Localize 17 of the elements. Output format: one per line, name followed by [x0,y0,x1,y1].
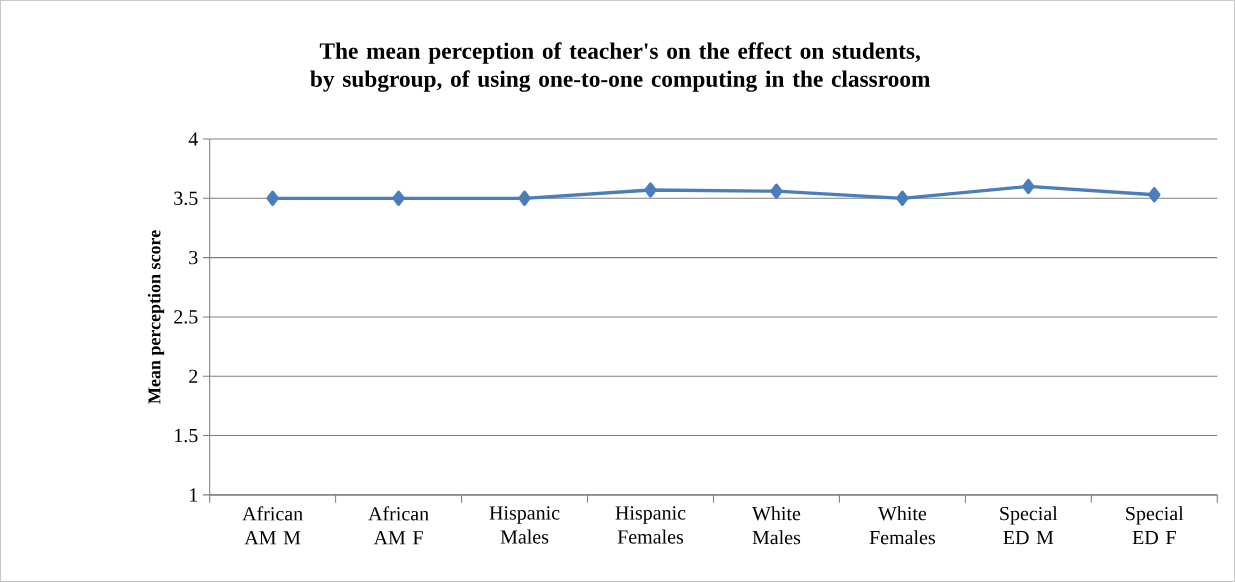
chart-title: The mean perception of teacher's on the effect on students, by subgroup, of using one-to-one computing in the classroom [310,42,931,92]
y-tick-label: 2.5 [174,310,198,324]
x-tick-label: Hispanic Females [615,506,686,544]
x-tick-label: African AM M [242,506,303,545]
x-tick-label: African AM F [368,506,429,545]
y-tick-label: 3 [189,250,198,265]
x-tick-label: White Males [752,506,801,545]
y-tick-label: 4 [188,132,198,146]
x-tick-label: Hispanic Males [489,506,560,544]
y-tick-label: 1 [190,488,198,502]
y-tick-label: 3.5 [174,191,198,206]
x-tick-label: White Females [869,506,935,545]
x-tick-label: Special ED F [1126,506,1184,545]
y-tick-label: 1.5 [175,428,198,443]
y-axis-title: Mean perception score [147,230,165,404]
x-tick-label: Special ED M [1000,506,1058,545]
y-tick-label: 2 [189,369,198,383]
